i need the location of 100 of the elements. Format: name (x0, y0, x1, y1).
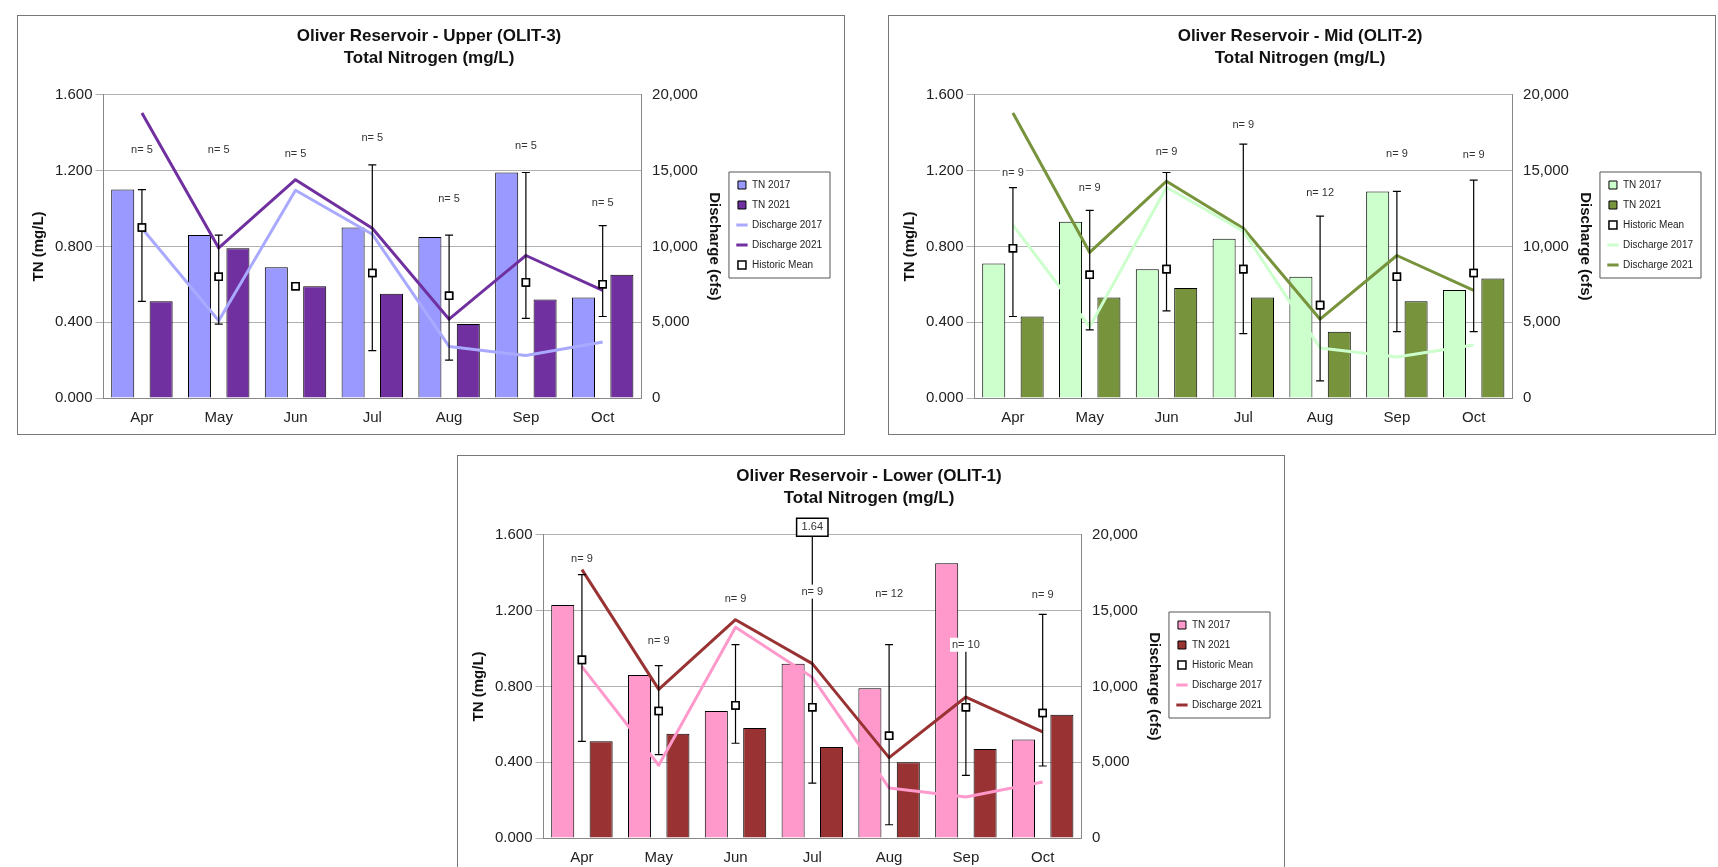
y2-tick-label: 0 (652, 388, 661, 406)
y2-tick-label: 0 (1523, 388, 1532, 406)
y-tick-label: 0.000 (925, 388, 964, 406)
annotation: n= 9 (571, 552, 593, 565)
x-tick-label: Apr (570, 848, 594, 866)
y2-tick-label: 20,000 (652, 84, 698, 102)
x-tick-label: Jul (802, 848, 822, 866)
annotation: n= 5 (515, 139, 537, 151)
x-tick-label: Aug (435, 408, 463, 426)
y-tick-label: 1.200 (494, 600, 533, 618)
x-tick-label: Jun (283, 408, 308, 426)
x-tick-label: May (204, 408, 234, 426)
legend-label: Discharge 2021 (1622, 258, 1694, 270)
y-tick-label: 0.800 (54, 236, 93, 254)
x-tick-label: Apr (130, 408, 154, 426)
x-tick-label: May (644, 848, 674, 866)
y2-tick-label: 5,000 (652, 312, 690, 330)
y-tick-label: 1.600 (54, 84, 93, 102)
y-axis-title: TN (mg/L) (469, 651, 487, 722)
annotation: n= 9 (1462, 148, 1485, 161)
y2-tick-label: 15,000 (1523, 160, 1569, 178)
y-tick-label: 0.400 (54, 312, 93, 330)
x-tick-label: Jul (362, 408, 382, 426)
x-tick-label: Aug (1306, 408, 1334, 426)
annotation: n= 9 (1002, 165, 1024, 178)
annotation: n= 9 (1031, 588, 1054, 601)
legend-label: Discharge 2021 (1191, 698, 1263, 710)
y2-tick-label: 15,000 (1092, 600, 1138, 618)
y2-tick-label: 20,000 (1092, 524, 1138, 542)
annotation: n= 9 (1155, 144, 1178, 157)
chart-subtitle: Total Nitrogen (mg/L) (343, 48, 515, 68)
x-tick-label: Oct (1462, 408, 1487, 426)
x-tick-label: Oct (591, 408, 616, 426)
legend-label: Historic Mean (1622, 218, 1685, 230)
annotation: n= 12 (1306, 186, 1335, 199)
legend-label: TN 2017 (1191, 618, 1231, 630)
annotation: n= 9 (647, 633, 670, 646)
legend-label: Discharge 2017 (1622, 238, 1694, 250)
y-tick-label: 0.800 (494, 676, 533, 694)
y-tick-label: 0.000 (54, 388, 93, 406)
legend-label: TN 2021 (1191, 638, 1231, 650)
annotation: n= 10 (951, 637, 980, 650)
annotation: n= 5 (361, 131, 384, 144)
annotation: n= 9 (1386, 146, 1408, 159)
annotation: 1.64 (801, 520, 824, 533)
annotation: n= 5 (591, 195, 614, 208)
legend-label: Discharge 2017 (751, 218, 823, 230)
y-tick-label: 1.200 (925, 160, 964, 178)
y2-axis-title: Discharge (cfs) (1577, 192, 1595, 301)
y2-tick-label: 10,000 (652, 236, 698, 254)
y2-tick-label: 5,000 (1092, 752, 1130, 770)
x-tick-label: Sep (512, 408, 540, 426)
y-tick-label: 0.800 (925, 236, 964, 254)
x-tick-label: Sep (952, 848, 980, 866)
annotation: n= 5 (284, 146, 307, 159)
y-tick-label: 0.400 (494, 752, 533, 770)
x-tick-label: Apr (1001, 408, 1025, 426)
annotation: n= 5 (131, 142, 153, 155)
legend-label: Discharge 2017 (1191, 678, 1263, 690)
y-axis-title: TN (mg/L) (900, 211, 918, 282)
x-tick-label: May (1075, 408, 1105, 426)
y2-tick-label: 10,000 (1092, 676, 1138, 694)
annotation: n= 9 (1232, 118, 1255, 131)
y-tick-label: 0.400 (925, 312, 964, 330)
x-tick-label: Jun (1154, 408, 1179, 426)
x-tick-label: Oct (1031, 848, 1056, 866)
y2-axis-title: Discharge (cfs) (706, 192, 724, 301)
legend-label: Discharge 2021 (751, 238, 823, 250)
y-tick-label: 0.000 (494, 828, 533, 846)
y2-tick-label: 20,000 (1523, 84, 1569, 102)
chart-title: Oliver Reservoir - Upper (OLIT-3) (296, 25, 562, 45)
legend-label: TN 2017 (1622, 178, 1662, 190)
y2-tick-label: 0 (1092, 828, 1101, 846)
annotation: n= 5 (207, 142, 230, 155)
y-tick-label: 1.600 (494, 524, 533, 542)
legend-label: TN 2021 (751, 198, 791, 210)
x-tick-label: Aug (875, 848, 903, 866)
legend-label: Historic Mean (1191, 658, 1254, 670)
y-axis-title: TN (mg/L) (29, 211, 47, 282)
chart-subtitle: Total Nitrogen (mg/L) (783, 488, 955, 508)
annotation: n= 9 (724, 592, 747, 605)
x-tick-label: Jul (1233, 408, 1253, 426)
annotation: n= 12 (875, 586, 904, 599)
chart-title: Oliver Reservoir - Mid (OLIT-2) (1177, 25, 1423, 45)
legend-label: Historic Mean (751, 258, 814, 270)
y2-tick-label: 15,000 (652, 160, 698, 178)
legend-label: TN 2017 (751, 178, 791, 190)
chart-title: Oliver Reservoir - Lower (OLIT-1) (736, 465, 1002, 485)
annotation: n= 9 (1078, 180, 1101, 193)
y2-axis-title: Discharge (cfs) (1146, 632, 1164, 741)
x-tick-label: Jun (723, 848, 748, 866)
annotation: n= 5 (438, 192, 460, 205)
chart-subtitle: Total Nitrogen (mg/L) (1214, 48, 1386, 68)
y-tick-label: 1.600 (925, 84, 964, 102)
y-tick-label: 1.200 (54, 160, 93, 178)
x-tick-label: Sep (1383, 408, 1411, 426)
y2-tick-label: 5,000 (1523, 312, 1561, 330)
legend-label: TN 2021 (1622, 198, 1662, 210)
y2-tick-label: 10,000 (1523, 236, 1569, 254)
annotation: n= 9 (801, 584, 824, 597)
